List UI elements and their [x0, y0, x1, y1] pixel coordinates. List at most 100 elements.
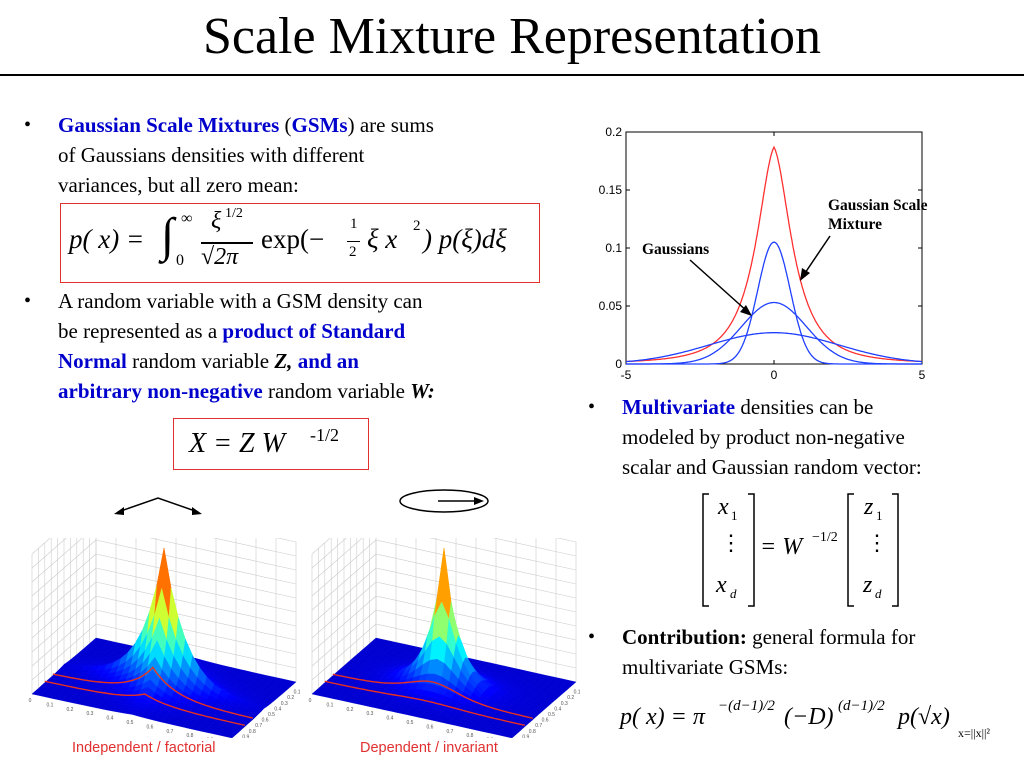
base-tick-label: 0.7 — [447, 729, 454, 735]
multivariate-term: Multivariate — [622, 395, 736, 419]
base-tick-label: 0.3 — [561, 701, 568, 707]
product-equation: X = Z W -1/2 — [173, 418, 369, 470]
base-tick-label: 0.8 — [467, 733, 474, 738]
eq3-sup1: −(d−1)/2 — [718, 698, 775, 714]
and-an-term: and an — [292, 349, 359, 373]
label-gaussians: Gaussians — [642, 241, 710, 258]
frac-bar — [201, 242, 253, 244]
bullet1-line2: of Gaussians densities with different — [58, 143, 365, 167]
frac-denominator: √2π — [201, 244, 239, 270]
base-tick-label: 0.1 — [47, 702, 54, 708]
eq2-text: X = Z W — [189, 428, 285, 459]
matrix-brackets — [702, 493, 899, 607]
base-tick-label: 0.5 — [407, 720, 414, 726]
rotation-arrow-icon — [399, 489, 489, 513]
bullet2-line2a: be represented as a — [58, 319, 223, 343]
vector-x-vdots: ⋮ — [720, 530, 742, 555]
integral-upper: ∞ — [181, 210, 193, 227]
half-denominator: 2 — [349, 244, 357, 260]
slide-title: Scale Mixture Representation — [202, 8, 822, 65]
surface-plot-factorial: 00.10.20.30.40.50.60.70.80.91000.10.10.2… — [28, 538, 300, 738]
eq2-sup: -1/2 — [310, 425, 339, 445]
contribution-term: Contribution: — [622, 625, 747, 649]
vector-x1-sub: 1 — [731, 508, 738, 523]
base-tick-label: 0.3 — [367, 711, 374, 717]
x-tick-label: -5 — [621, 368, 632, 382]
y-tick-label: 0.2 — [605, 125, 622, 139]
non-negative-term: arbitrary non-negative — [58, 379, 263, 403]
surface-patch — [504, 734, 515, 738]
bullet-gsm-definition: • Gaussian Scale Mixtures (GSMs) are sum… — [24, 110, 528, 200]
caption-dependent: Dependent / invariant — [360, 740, 498, 756]
caption-independent: Independent / factorial — [72, 740, 216, 756]
gsm-abbrev: GSMs — [291, 113, 348, 137]
base-tick-label: 0.7 — [255, 723, 262, 729]
w-sup: −1/2 — [812, 530, 838, 545]
matrix-equation: x 1 ⋮ x d = W −1/2 z 1 ⋮ z d — [700, 492, 905, 608]
title-divider — [0, 74, 1024, 76]
eq3-sub: x=||x||² — [958, 726, 990, 740]
base-tick-label: 0.6 — [542, 718, 549, 724]
y-tick-label: 0.15 — [599, 183, 623, 197]
integral-lower: 0 — [176, 252, 184, 269]
gaussian-mixture-chart: 00.050.10.150.2-5 0 5 — [599, 125, 926, 382]
eq1-x-sup: 2 — [413, 218, 421, 234]
vector-xd: x — [716, 572, 727, 598]
vector-zd-sub: d — [875, 586, 882, 601]
vector-z-vdots: ⋮ — [866, 530, 888, 555]
eq3-part3: p(√x) — [898, 704, 950, 730]
base-tick-label: 0.4 — [107, 716, 114, 722]
bullet3-text: densities can be — [735, 395, 874, 419]
label-gsm-line2: Mixture — [828, 216, 882, 233]
base-tick-label: 0.1 — [327, 702, 334, 708]
bullet-product-representation: • A random variable with a GSM density c… — [24, 286, 528, 406]
base-tick-label: 0.5 — [127, 720, 134, 726]
eq1-xi-x: ξ x — [367, 224, 398, 254]
factorial-arrow-icon — [114, 497, 202, 515]
base-tick-label: 0.4 — [387, 716, 394, 722]
gsm-paren-close: ) — [347, 113, 355, 137]
base-tick-label: 0.4 — [274, 706, 281, 712]
bullet1-line3: variances, but all zero mean: — [58, 173, 299, 197]
bullet2-line1: A random variable with a GSM density can — [58, 289, 423, 313]
base-tick-label: 0.1 — [294, 690, 300, 696]
normal-term: Normal — [58, 349, 127, 373]
surface-patch — [224, 734, 235, 738]
vector-z1-sub: 1 — [876, 508, 883, 523]
bullet4-text: general formula for — [746, 625, 916, 649]
gaussian-series-line — [626, 301, 922, 365]
surface-plot-invariant: 00.10.20.30.40.50.60.70.80.91000.10.10.2… — [308, 538, 580, 738]
gsm-term: Gaussian Scale Mixtures — [58, 113, 280, 137]
wall-gridline — [212, 538, 297, 557]
gaussian-series-line — [626, 332, 922, 363]
eq1-lhs: p( x) = — [69, 224, 145, 254]
y-tick-label: 0.05 — [599, 299, 623, 313]
slice-curve — [332, 673, 533, 719]
half-numerator: 1 — [350, 216, 358, 232]
multivariate-gsm-formula: p( x) = π −(d−1)/2 (−D) (d−1)/2 p(√x) x=… — [620, 698, 1020, 748]
gsm-paren-open: ( — [279, 113, 292, 137]
product-standard-term: product of Standard — [222, 319, 406, 343]
wall-gridline — [311, 538, 331, 555]
bullet4-line2: multivariate GSMs: — [622, 655, 789, 679]
frac-numerator: ξ — [211, 208, 222, 234]
variable-z: Z, — [274, 349, 293, 373]
base-tick-label: 0.1 — [574, 690, 580, 696]
bullet-dot: • — [24, 114, 32, 136]
slice-curve — [324, 680, 525, 726]
base-tick-label: 0.6 — [427, 724, 434, 730]
y-tick-label: 0 — [615, 357, 622, 371]
frac-numerator-sup: 1/2 — [225, 206, 243, 221]
base-tick-label: 0.2 — [287, 695, 294, 701]
bullet-multivariate: • Multivariate densities can be modeled … — [588, 392, 1012, 482]
base-tick-label: 0.9 — [522, 734, 529, 738]
base-tick-label: 0.2 — [347, 707, 354, 713]
base-tick-label: 0.4 — [554, 706, 561, 712]
base-tick-label: 0.2 — [567, 695, 574, 701]
y-tick-label: 0.1 — [605, 241, 622, 255]
gsm-density-equation: p( x) = ∫ ∞ 0 ξ 1/2 √2π exp(− 1 2 ξ x 2 … — [60, 203, 540, 283]
x-tick-label: 0 — [771, 368, 778, 382]
slice-curve — [52, 666, 253, 719]
vector-zd: z — [863, 572, 873, 598]
base-tick-label: 0.5 — [548, 712, 555, 718]
